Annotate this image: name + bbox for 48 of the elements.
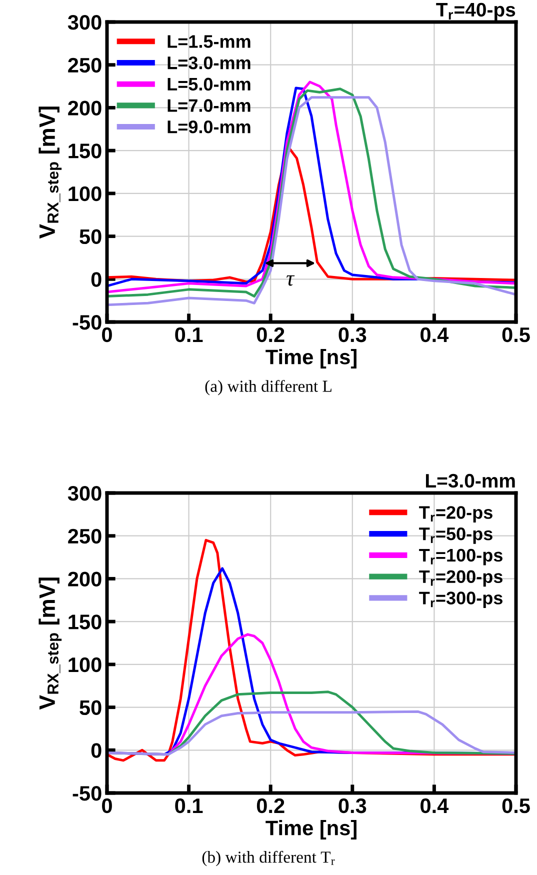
y-tick-label: 200: [68, 572, 102, 586]
y-tick-label: 50: [80, 229, 102, 244]
x-axis-title: Time [ns]: [266, 820, 356, 840]
legend-label: T$_{r}$=300-ps: [419, 592, 502, 608]
legend-label: L=1.5-mm: [168, 35, 250, 48]
y-tick-label: 0: [91, 743, 102, 758]
legend-label: L=5.0-mm: [168, 78, 250, 91]
y-tick-label: 50: [80, 700, 102, 716]
x-tick-label: 0.3: [338, 798, 366, 814]
x-tick-label: 0.2: [256, 327, 284, 342]
x-tick-label: 0.1: [175, 798, 203, 814]
chart-title: T$_{r}$=40-ps: [436, 2, 516, 20]
x-tick-label: 0.4: [420, 327, 449, 342]
legend-label: T$_{r}$=100-ps: [419, 548, 502, 566]
x-tick-label: 0.2: [256, 798, 284, 814]
legend-label: L=3.0-mm: [168, 56, 250, 70]
y-axis-title: V$_{RX_step}$ [mV]: [38, 106, 62, 239]
y-tick-label: 100: [68, 657, 102, 672]
legend-label: T$_{r}$=20-ps: [419, 506, 492, 522]
x-tick-label: 0.3: [338, 327, 366, 342]
legend-label: L=7.0-mm: [168, 99, 250, 112]
x-tick-label: 0.1: [175, 327, 203, 342]
y-tick-label: -50: [72, 315, 102, 330]
text: (b) with different T$_{r}$: [202, 850, 335, 866]
x-axis-title: Time [ns]: [266, 349, 356, 368]
y-tick-label: 100: [68, 186, 102, 202]
y-tick-label: 250: [68, 58, 102, 73]
x-tick-label: 0.5: [502, 327, 530, 342]
y-tick-label: 250: [68, 528, 102, 544]
y-axis-title: V$_{RX_step}$ [mV]: [38, 578, 62, 710]
x-tick-label: 0.5: [502, 798, 530, 814]
text: (a) with different L: [205, 380, 332, 396]
x-tick-label: 0: [102, 798, 112, 814]
y-tick-label: 300: [68, 15, 102, 30]
y-tick-label: 150: [68, 614, 102, 630]
line-series: [107, 710, 516, 756]
annotation: τ: [286, 275, 295, 286]
y-tick-label: 150: [68, 144, 102, 158]
legend-label: L=9.0-mm: [168, 120, 250, 134]
legend-label: T$_{r}$=200-ps: [419, 570, 502, 587]
y-tick-label: 0: [91, 272, 102, 287]
legend-label: T$_{r}$=50-ps: [419, 527, 492, 544]
y-tick-label: 200: [68, 100, 102, 116]
chart-title: L=3.0-mm: [426, 474, 515, 488]
x-tick-label: 0: [102, 327, 112, 342]
y-tick-label: 300: [68, 486, 102, 501]
y-tick-label: -50: [72, 786, 102, 801]
x-tick-label: 0.4: [420, 798, 449, 814]
